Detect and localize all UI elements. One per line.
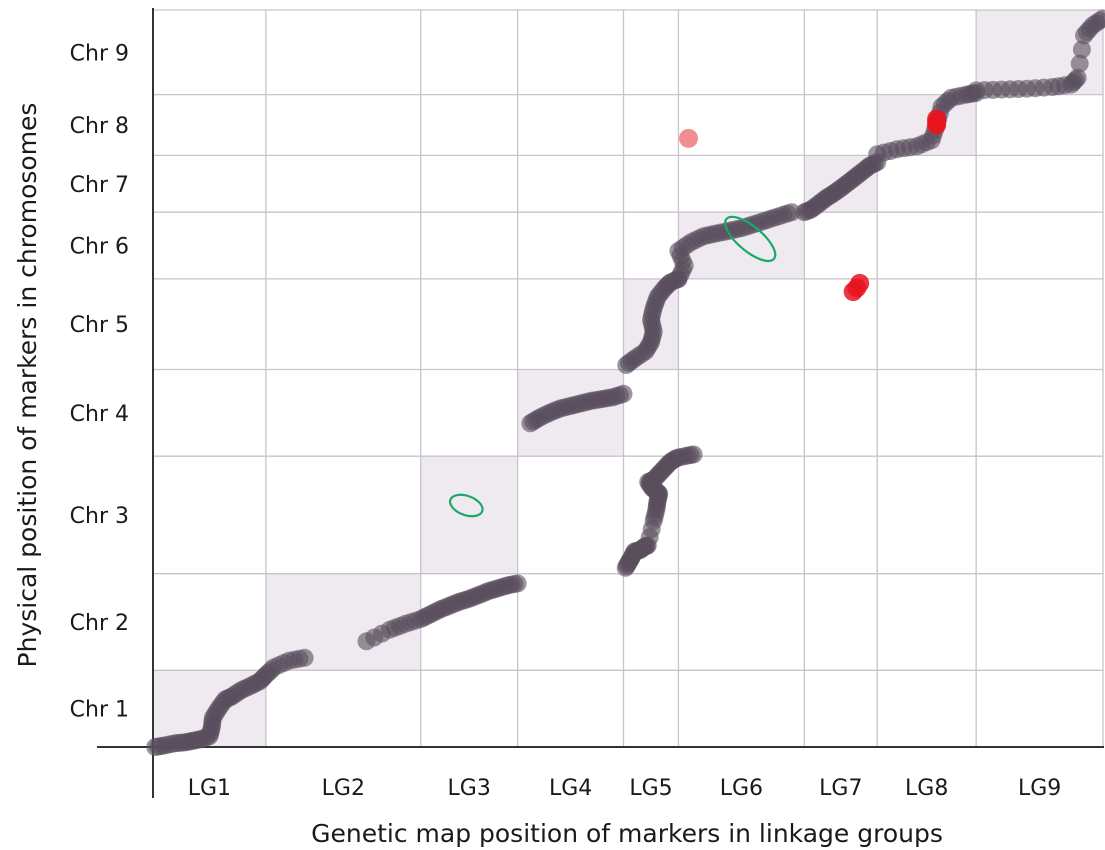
y-tick-label: Chr 7 (70, 173, 129, 198)
marker-point (1070, 54, 1089, 73)
x-tick-label: LG4 (549, 776, 592, 801)
marker-point (1094, 9, 1105, 28)
x-tick-label: LG6 (720, 776, 763, 801)
outlier-point (679, 128, 698, 148)
x-tick-label: LG2 (322, 776, 365, 801)
highlight-ellipse (724, 215, 777, 263)
marker-point (782, 203, 801, 222)
marker-point (1068, 68, 1087, 87)
marker-point (508, 574, 527, 593)
x-tick-label: LG3 (448, 776, 491, 801)
outlier-point (850, 273, 870, 293)
y-axis-title: Physical position of markers in chromoso… (13, 103, 42, 668)
x-tick-label: LG7 (819, 776, 862, 801)
outlier-point (927, 109, 947, 129)
y-tick-label: Chr 3 (70, 504, 129, 529)
y-tick-label: Chr 6 (70, 235, 129, 260)
y-tick-label: Chr 9 (70, 41, 129, 66)
marker-point (1072, 40, 1091, 59)
y-tick-label: Chr 2 (70, 611, 129, 636)
y-tick-label: Chr 8 (70, 114, 129, 139)
y-tick-label: Chr 5 (70, 313, 129, 338)
x-tick-label: LG9 (1018, 776, 1061, 801)
marker-point (684, 445, 703, 464)
x-tick-label: LG1 (188, 776, 231, 801)
marker-point (295, 648, 314, 667)
x-tick-label: LG5 (629, 776, 672, 801)
block-lg3 (420, 456, 518, 574)
y-tick-label: Chr 1 (70, 698, 129, 723)
highlight-ellipse (448, 493, 484, 518)
y-tick-label: Chr 4 (70, 402, 129, 427)
x-tick-label: LG8 (905, 776, 948, 801)
x-axis-title: Genetic map position of markers in linka… (311, 819, 943, 848)
marker-point (614, 384, 633, 403)
